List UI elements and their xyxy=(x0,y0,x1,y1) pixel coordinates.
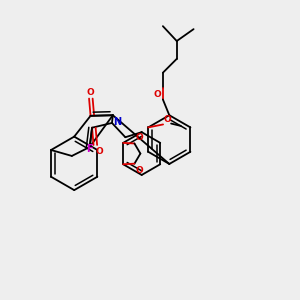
Text: O: O xyxy=(164,115,171,124)
Text: O: O xyxy=(96,147,104,156)
Text: O: O xyxy=(86,88,94,97)
Text: F: F xyxy=(86,143,93,154)
Text: O: O xyxy=(136,166,143,175)
Text: N: N xyxy=(113,117,121,128)
Text: O: O xyxy=(136,133,143,142)
Text: O: O xyxy=(154,90,161,99)
